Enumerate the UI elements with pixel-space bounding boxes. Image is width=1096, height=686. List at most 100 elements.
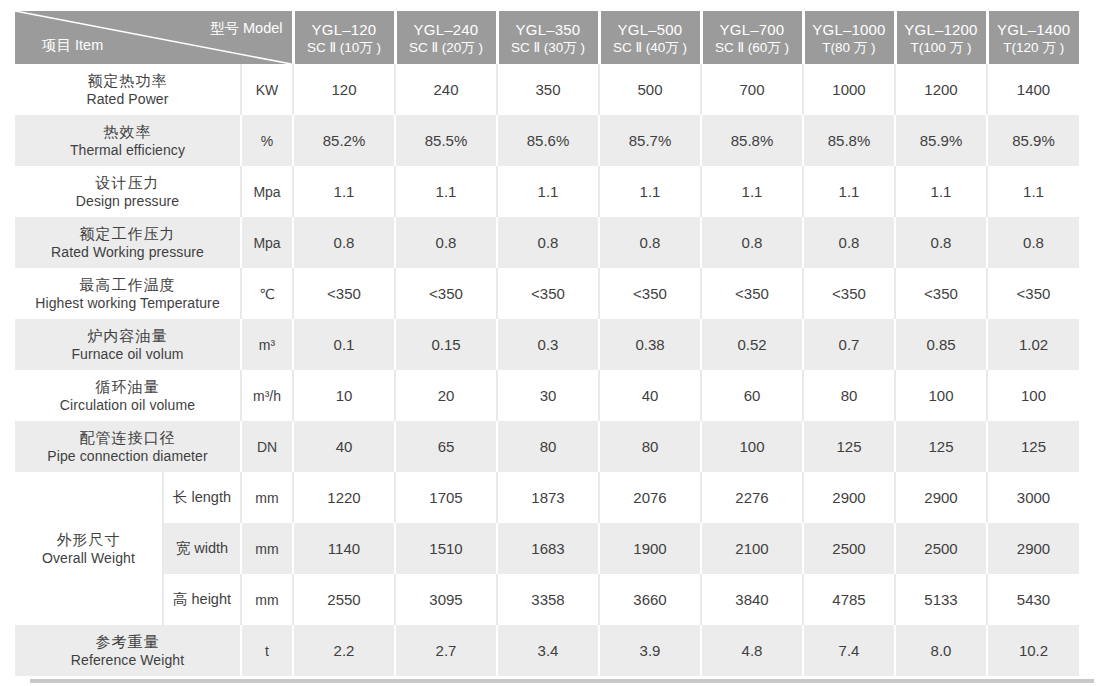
- model-spec: SC Ⅱ (60万 ): [703, 39, 802, 56]
- value-cell: 3660: [599, 574, 701, 625]
- table-row-rated-power: 额定热功率Rated Power KW 120 240 350 500 700 …: [15, 64, 1079, 115]
- value-cell: 3358: [497, 574, 599, 625]
- model-spec: SC Ⅱ (40万 ): [601, 39, 700, 56]
- model-spec: SC Ⅱ (30万 ): [499, 39, 598, 56]
- unit-cell: mm: [241, 574, 293, 625]
- value-cell: 60: [701, 370, 803, 421]
- row-label: 最高工作温度Highest working Temperature: [15, 268, 241, 319]
- table-row-height: 高 height mm 2550 3095 3358 3660 3840 478…: [15, 574, 1079, 625]
- value-cell: <350: [803, 268, 895, 319]
- table-row-pipe-connection-diameter: 配管连接口径Pipe connection diameter DN 40 65 …: [15, 421, 1079, 472]
- value-cell: 3.9: [599, 625, 701, 676]
- model-column-header: YGL–120SC Ⅱ (10万 ): [293, 11, 395, 64]
- value-cell: 2900: [895, 472, 987, 523]
- value-cell: 40: [293, 421, 395, 472]
- model-name: YGL–1000: [805, 20, 894, 39]
- value-cell: 1873: [497, 472, 599, 523]
- header-row: 型号 Model 项目 Item YGL–120SC Ⅱ (10万 ) YGL–…: [15, 11, 1079, 64]
- table-row-furnace-oil-volume: 炉内容油量Furnace oil volum m³ 0.1 0.15 0.3 0…: [15, 319, 1079, 370]
- table-row-length: 外形尺寸Overall Weight 长 length mm 1220 1705…: [15, 472, 1079, 523]
- value-cell: 350: [497, 64, 599, 115]
- value-cell: 5430: [987, 574, 1079, 625]
- row-label: 热效率Thermal efficiency: [15, 115, 241, 166]
- model-spec: T(80 万 ): [805, 39, 894, 56]
- value-cell: 125: [987, 421, 1079, 472]
- value-cell: 0.8: [497, 217, 599, 268]
- row-label: 额定热功率Rated Power: [15, 64, 241, 115]
- unit-cell: KW: [241, 64, 293, 115]
- value-cell: 125: [803, 421, 895, 472]
- value-cell: 120: [293, 64, 395, 115]
- value-cell: 1.1: [395, 166, 497, 217]
- row-label: 参考重量Reference Weight: [15, 625, 241, 676]
- value-cell: 1400: [987, 64, 1079, 115]
- value-cell: 1.1: [803, 166, 895, 217]
- value-cell: 0.8: [803, 217, 895, 268]
- value-cell: 30: [497, 370, 599, 421]
- value-cell: 3.4: [497, 625, 599, 676]
- value-cell: 80: [497, 421, 599, 472]
- table-row-thermal-efficiency: 热效率Thermal efficiency % 85.2% 85.5% 85.6…: [15, 115, 1079, 166]
- value-cell: 0.38: [599, 319, 701, 370]
- value-cell: 0.8: [987, 217, 1079, 268]
- unit-cell: Mpa: [241, 217, 293, 268]
- model-name: YGL–120: [295, 20, 394, 39]
- value-cell: 1.1: [293, 166, 395, 217]
- value-cell: 2900: [803, 472, 895, 523]
- model-name: YGL–700: [703, 20, 802, 39]
- unit-cell: DN: [241, 421, 293, 472]
- value-cell: 2550: [293, 574, 395, 625]
- value-cell: 2.2: [293, 625, 395, 676]
- unit-cell: m³: [241, 319, 293, 370]
- table-row-highest-working-temperature: 最高工作温度Highest working Temperature ℃ <350…: [15, 268, 1079, 319]
- value-cell: 0.8: [895, 217, 987, 268]
- dimension-sublabel: 高 height: [163, 574, 241, 625]
- unit-cell: t: [241, 625, 293, 676]
- value-cell: <350: [293, 268, 395, 319]
- table-row-circulation-oil-volume: 循环油量Circulation oil volume m³/h 10 20 30…: [15, 370, 1079, 421]
- row-label: 额定工作压力Rated Working pressure: [15, 217, 241, 268]
- value-cell: 2.7: [395, 625, 497, 676]
- model-column-header: YGL–1000T(80 万 ): [803, 11, 895, 64]
- value-cell: 1.02: [987, 319, 1079, 370]
- value-cell: 80: [803, 370, 895, 421]
- value-cell: 1510: [395, 523, 497, 574]
- model-column-header: YGL–1200T(100 万 ): [895, 11, 987, 64]
- model-name: YGL–350: [499, 20, 598, 39]
- model-spec: SC Ⅱ (10万 ): [295, 39, 394, 56]
- value-cell: 85.6%: [497, 115, 599, 166]
- value-cell: 2900: [987, 523, 1079, 574]
- model-name: YGL–500: [601, 20, 700, 39]
- model-name: YGL–1400: [989, 20, 1080, 39]
- value-cell: 2276: [701, 472, 803, 523]
- value-cell: 0.8: [395, 217, 497, 268]
- value-cell: 1900: [599, 523, 701, 574]
- value-cell: 100: [987, 370, 1079, 421]
- unit-cell: ℃: [241, 268, 293, 319]
- value-cell: 0.3: [497, 319, 599, 370]
- value-cell: 1.1: [599, 166, 701, 217]
- value-cell: 80: [599, 421, 701, 472]
- table-row-rated-working-pressure: 额定工作压力Rated Working pressure Mpa 0.8 0.8…: [15, 217, 1079, 268]
- bottom-rule: [30, 679, 1094, 683]
- value-cell: 3000: [987, 472, 1079, 523]
- spec-table: 型号 Model 项目 Item YGL–120SC Ⅱ (10万 ) YGL–…: [15, 11, 1079, 676]
- value-cell: 1683: [497, 523, 599, 574]
- model-column-header: YGL–500SC Ⅱ (40万 ): [599, 11, 701, 64]
- value-cell: 500: [599, 64, 701, 115]
- value-cell: 85.2%: [293, 115, 395, 166]
- value-cell: 20: [395, 370, 497, 421]
- value-cell: 1.1: [987, 166, 1079, 217]
- value-cell: 85.5%: [395, 115, 497, 166]
- value-cell: 1140: [293, 523, 395, 574]
- value-cell: 1.1: [895, 166, 987, 217]
- model-name: YGL–1200: [897, 20, 986, 39]
- corner-header-cell: 型号 Model 项目 Item: [15, 11, 293, 64]
- dimension-sublabel: 宽 width: [163, 523, 241, 574]
- value-cell: 1200: [895, 64, 987, 115]
- value-cell: 85.7%: [599, 115, 701, 166]
- value-cell: <350: [987, 268, 1079, 319]
- value-cell: 7.4: [803, 625, 895, 676]
- unit-cell: m³/h: [241, 370, 293, 421]
- row-label: 循环油量Circulation oil volume: [15, 370, 241, 421]
